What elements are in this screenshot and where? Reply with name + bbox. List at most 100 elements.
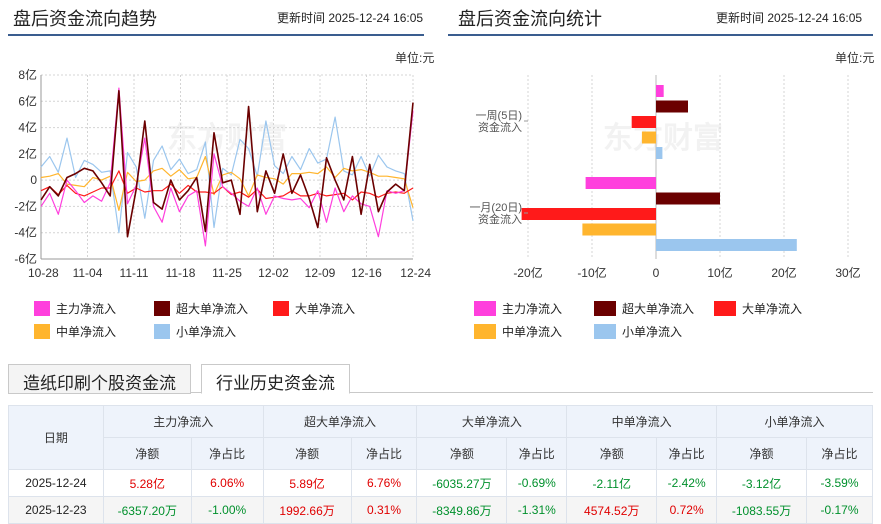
x-tick-label: 11-11 <box>120 266 149 280</box>
legend2-label-small: 小单净流入 <box>622 325 683 339</box>
x-tick-label: 11-25 <box>212 266 242 280</box>
subheader-net-amount: 净额 <box>102 437 192 470</box>
cell-net-amount: 5.89亿 <box>262 469 352 497</box>
x-tick-label: 10-28 <box>28 266 59 280</box>
legend2-swatch-medium <box>474 324 496 339</box>
legend-item-small[interactable]: 小单净流入 <box>154 323 236 340</box>
header-date: 日期 <box>8 405 104 470</box>
subheader-net-ratio: 净占比 <box>190 437 264 470</box>
cell-net-amount: -1083.55万 <box>716 496 807 524</box>
tab-bar: 造纸印刷个股资金流 行业历史资金流 <box>8 364 873 394</box>
x-tick-label: -10亿 <box>577 265 606 280</box>
subheader-net-ratio: 净占比 <box>350 437 418 470</box>
header-large-net-inflow: 大单净流入 <box>416 405 568 438</box>
x-tick-label: 10亿 <box>707 265 732 280</box>
subheader-net-amount: 净额 <box>716 437 807 470</box>
cell-net-ratio: -3.59% <box>805 469 874 497</box>
legend-label-main: 主力净流入 <box>56 302 117 316</box>
subheader-net-ratio: 净占比 <box>656 437 718 470</box>
x-tick-label: 12-16 <box>351 266 382 280</box>
left-panel-title: 盘后资金流向趋势 <box>13 9 157 29</box>
fund-flow-history-table: 日期 主力净流入 超大单净流入 大单净流入 中单净流入 小单净流入 净额 净占比… <box>8 405 874 524</box>
y-tick-label: -2亿 <box>14 198 37 213</box>
x-tick-label: 20亿 <box>771 265 796 280</box>
legend2-label-super: 超大单净流入 <box>622 302 695 316</box>
cell-date: 2025-12-24 <box>8 469 104 497</box>
legend2-label-main: 主力净流入 <box>502 302 563 316</box>
subheader-net-amount: 净额 <box>262 437 352 470</box>
x-tick-label: 11-04 <box>73 266 103 280</box>
subheader-net-amount: 净额 <box>416 437 508 470</box>
legend2-item-main[interactable]: 主力净流入 <box>474 300 562 317</box>
series-line-4 <box>40 116 414 234</box>
bar-1-2 <box>521 208 656 220</box>
legend-item-large[interactable]: 大单净流入 <box>273 300 355 317</box>
subheader-net-ratio: 净占比 <box>506 437 568 470</box>
bar-1-3 <box>582 223 656 236</box>
y-tick-label: -4亿 <box>14 225 37 240</box>
tab-industry-history-fund-flow[interactable]: 行业历史资金流 <box>201 364 350 394</box>
table-row: 2025-12-24 5.28亿 6.06% 5.89亿 6.76% -6035.27万 -… <box>8 469 874 497</box>
cell-net-ratio: -2.42% <box>656 469 718 497</box>
legend-label-medium: 中单净流入 <box>56 325 117 339</box>
legend-swatch-main <box>34 301 50 316</box>
bar-0-4 <box>656 147 663 159</box>
series-line-0 <box>40 87 414 247</box>
cell-net-amount: -2.11亿 <box>566 469 658 497</box>
legend-swatch-large <box>273 301 289 316</box>
x-tick-label: 0 <box>653 266 660 280</box>
bar-1-0 <box>585 177 656 189</box>
legend2-swatch-main <box>474 301 496 316</box>
left-update-time: 更新时间 2025-12-24 16:05 <box>277 11 424 25</box>
legend2-item-large[interactable]: 大单净流入 <box>714 300 802 317</box>
tab-stock-fund-flow[interactable]: 造纸印刷个股资金流 <box>8 364 191 394</box>
cell-net-ratio: -0.69% <box>506 469 568 497</box>
legend-swatch-medium <box>34 324 50 339</box>
legend2-swatch-large <box>714 301 736 316</box>
cell-net-ratio: 0.31% <box>350 496 418 524</box>
legend-item-super[interactable]: 超大单净流入 <box>154 300 248 317</box>
left-unit-label: 单位:元 <box>395 51 435 65</box>
category-label: 一周(5日) <box>476 109 522 122</box>
cell-net-amount: -6357.20万 <box>102 496 192 524</box>
statistics-bar-chart: 东方财富-20亿 -10亿 0 10亿 20亿 30亿一周(5日)资金流入一月(20日)资… <box>469 75 861 280</box>
x-tick-label: 12-02 <box>258 266 289 280</box>
y-tick-label: 0 <box>30 173 37 187</box>
header-super-large-net-inflow: 超大单净流入 <box>262 405 418 438</box>
subheader-net-ratio: 净占比 <box>805 437 874 470</box>
legend-label-small: 小单净流入 <box>176 325 237 339</box>
bar-1-4 <box>656 239 797 251</box>
category-label: 资金流入 <box>478 120 522 134</box>
cell-net-ratio: 6.06% <box>190 469 264 497</box>
legend2-swatch-small <box>594 324 616 339</box>
legend-item-main[interactable]: 主力净流入 <box>34 300 116 317</box>
legend2-label-large: 大单净流入 <box>742 302 803 316</box>
y-tick-label: -6亿 <box>14 251 37 266</box>
bar-0-0 <box>656 85 664 97</box>
right-panel-title: 盘后资金流向统计 <box>458 9 602 29</box>
legend-item-medium[interactable]: 中单净流入 <box>34 323 116 340</box>
x-tick-label: 11-18 <box>166 266 196 280</box>
x-tick-label: 12-24 <box>400 266 431 280</box>
y-tick-label: 6亿 <box>18 93 37 108</box>
series-line-3 <box>40 155 414 211</box>
legend2-item-medium[interactable]: 中单净流入 <box>474 323 562 340</box>
right-unit-label: 单位:元 <box>835 51 875 65</box>
legend-label-large: 大单净流入 <box>295 302 356 316</box>
x-tick-label: 30亿 <box>835 265 860 280</box>
legend2-swatch-super <box>594 301 616 316</box>
chart-watermark: 东方财富 <box>603 121 723 155</box>
cell-net-amount: -3.12亿 <box>716 469 807 497</box>
y-tick-label: 4亿 <box>18 120 37 135</box>
x-tick-label: -20亿 <box>513 265 542 280</box>
y-tick-label: 2亿 <box>18 146 37 161</box>
legend-swatch-small <box>154 324 170 339</box>
legend2-item-super[interactable]: 超大单净流入 <box>594 300 694 317</box>
header-small-net-inflow: 小单净流入 <box>716 405 873 438</box>
series-line-1 <box>40 89 414 238</box>
legend2-item-small[interactable]: 小单净流入 <box>594 323 682 340</box>
legend2-label-medium: 中单净流入 <box>502 325 563 339</box>
right-title-divider <box>448 34 873 36</box>
cell-net-ratio: 0.72% <box>656 496 718 524</box>
cell-net-ratio: -0.17% <box>805 496 874 524</box>
